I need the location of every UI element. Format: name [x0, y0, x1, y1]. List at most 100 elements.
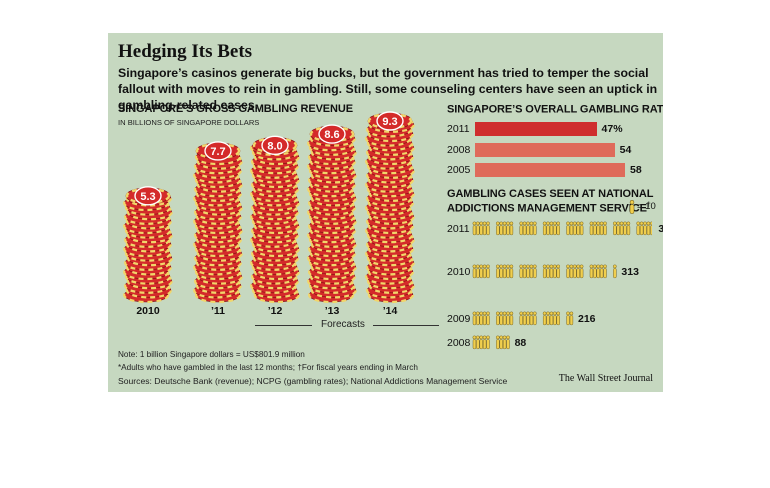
rate-row: 2011 47% [447, 122, 662, 137]
person-icon [576, 264, 580, 279]
person-icon [579, 264, 584, 279]
person-icon [499, 221, 504, 236]
rate-title: SINGAPORE’S OVERALL GAMBLING RATE* [447, 103, 663, 116]
person-icon [495, 221, 500, 236]
person-icon [482, 311, 487, 326]
person-icon [619, 221, 624, 236]
person-icon [546, 264, 550, 279]
person-icon [596, 221, 600, 236]
person-icon [486, 264, 490, 279]
person-icon [636, 221, 640, 236]
person-icon [476, 311, 480, 326]
person-icon [482, 335, 487, 350]
person-icon [603, 264, 607, 279]
person-icon [533, 221, 537, 236]
person-icon [566, 221, 570, 236]
icon-legend-text: = 10 [637, 201, 656, 212]
person-icon [569, 264, 574, 279]
person-icon [506, 311, 510, 326]
person-icon [612, 221, 617, 236]
person-icon [573, 264, 577, 279]
chip-stack-3 [307, 124, 357, 304]
revenue-category-label-1: ’11 [211, 305, 225, 317]
person-icon [472, 221, 477, 236]
person-icon [486, 335, 490, 350]
cases-year-label: 2008 [447, 337, 471, 349]
person-icon [546, 221, 550, 236]
person-icon [593, 221, 597, 236]
rate-bar [475, 122, 597, 136]
person-icon [476, 221, 480, 236]
person-icon [495, 264, 500, 279]
person-icon [472, 311, 477, 326]
cases-value-label: 88 [514, 337, 527, 349]
cases-title-line1: GAMBLING CASES SEEN AT NATIONAL [447, 188, 654, 200]
person-icon [486, 311, 490, 326]
person-icon [556, 221, 560, 236]
rate-bar [475, 143, 615, 157]
person-icon [495, 311, 500, 326]
rate-value-label: 58 [630, 164, 642, 176]
revenue-category-label-2: ’12 [268, 305, 283, 317]
person-icon [603, 221, 607, 236]
person-icon [573, 221, 577, 236]
cases-year-label: 2010 [447, 266, 471, 278]
person-icon [626, 221, 631, 236]
person-icon [529, 311, 534, 326]
person-icon [612, 264, 617, 279]
person-icon [650, 221, 652, 236]
dek-text: Singapore’s casinos generate big bucks, … [118, 66, 658, 112]
forecast-bracket-left [255, 325, 312, 326]
person-icon [546, 311, 550, 326]
forecast-bracket-right [373, 325, 439, 326]
revenue-value-label-2: 8.0 [267, 140, 282, 152]
rate-year-label: 2011 [447, 123, 470, 135]
person-icon [553, 264, 557, 279]
revenue-value-label-1: 7.7 [210, 146, 225, 158]
person-icon [566, 264, 570, 279]
person-icon [502, 221, 507, 236]
person-icon [502, 264, 507, 279]
rate-title-text: SINGAPORE’S OVERALL GAMBLING RATE [447, 103, 663, 116]
person-icon [566, 311, 570, 326]
person-icon [643, 221, 647, 236]
person-icon [549, 221, 554, 236]
person-icon [479, 221, 483, 236]
person-icon [526, 221, 530, 236]
revenue-subtitle: IN BILLIONS OF SINGAPORE DOLLARS [118, 118, 260, 127]
person-icon [599, 221, 604, 236]
person-icon [596, 264, 600, 279]
person-icon [599, 264, 604, 279]
person-icon [579, 221, 584, 236]
person-icon [509, 264, 514, 279]
person-icon [549, 311, 554, 326]
cases-year-label: 2011 [447, 223, 470, 235]
person-icon [542, 221, 547, 236]
person-icon [519, 221, 524, 236]
person-icon [476, 335, 480, 350]
person-icon [479, 264, 483, 279]
sources-line: Sources: Deutsche Bank (revenue); NCPG (… [118, 376, 508, 386]
person-icon [509, 221, 514, 236]
revenue-value-label-4: 9.3 [382, 116, 397, 128]
rate-row: 2008 54 [447, 143, 662, 158]
rate-year-label: 2005 [447, 164, 471, 176]
revenue-value-label-3: 8.6 [324, 129, 339, 141]
person-icon [499, 264, 504, 279]
person-icon [476, 264, 480, 279]
chip-stack-2 [250, 135, 300, 304]
person-icon [616, 221, 620, 236]
note-footnotes: *Adults who have gambled in the last 12 … [118, 363, 418, 372]
person-icon-group [472, 311, 574, 326]
person-icon [509, 311, 514, 326]
revenue-category-label-0: 2010 [136, 305, 160, 317]
person-icon [569, 311, 574, 326]
note-currency: Note: 1 billion Singapore dollars = US$8… [118, 350, 305, 359]
cases-value-label: 216 [578, 313, 596, 325]
person-icon [519, 311, 524, 326]
cases-year-label: 2009 [447, 313, 471, 325]
rate-value-label: 54 [619, 144, 632, 156]
chip-stack-1 [193, 141, 243, 304]
person-icon [526, 311, 530, 326]
person-icon [639, 221, 644, 236]
